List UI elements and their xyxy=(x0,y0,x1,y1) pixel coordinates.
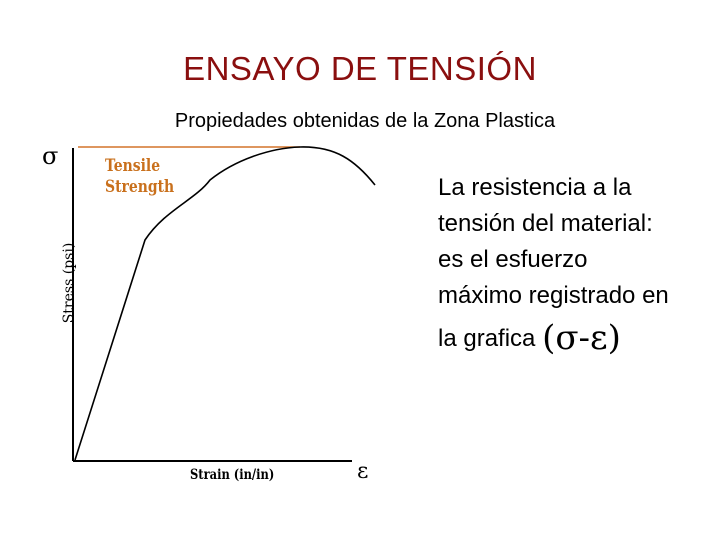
description-line5: la grafica xyxy=(438,325,536,352)
description-text: La resistencia a la tensión del material… xyxy=(438,170,718,357)
tensile-label-line1: Tensile xyxy=(105,156,161,176)
epsilon-symbol: ε xyxy=(357,459,369,484)
stress-strain-curve xyxy=(74,146,376,461)
page-subtitle: Propiedades obtenidas de la Zona Plastic… xyxy=(174,110,556,132)
stress-strain-symbol: (σ-ε) xyxy=(542,318,621,358)
description-line4: máximo registrado en xyxy=(438,282,669,309)
tensile-label-line2: Strength xyxy=(105,177,175,197)
description-line5-wrapper: la grafica (σ-ε) xyxy=(438,320,718,357)
description-line3: es el esfuerzo xyxy=(438,246,588,273)
y-axis-label: Stress (psi) xyxy=(61,242,77,324)
tensile-strength-label: Tensile Strength xyxy=(105,156,174,198)
x-axis-label: Strain (in/in) xyxy=(190,467,275,483)
description-line2: tensión del material: xyxy=(438,210,653,237)
sigma-symbol: σ xyxy=(42,142,59,170)
page-title: ENSAYO DE TENSIÓN xyxy=(183,50,537,87)
description-line1: La resistencia a la xyxy=(438,174,632,201)
